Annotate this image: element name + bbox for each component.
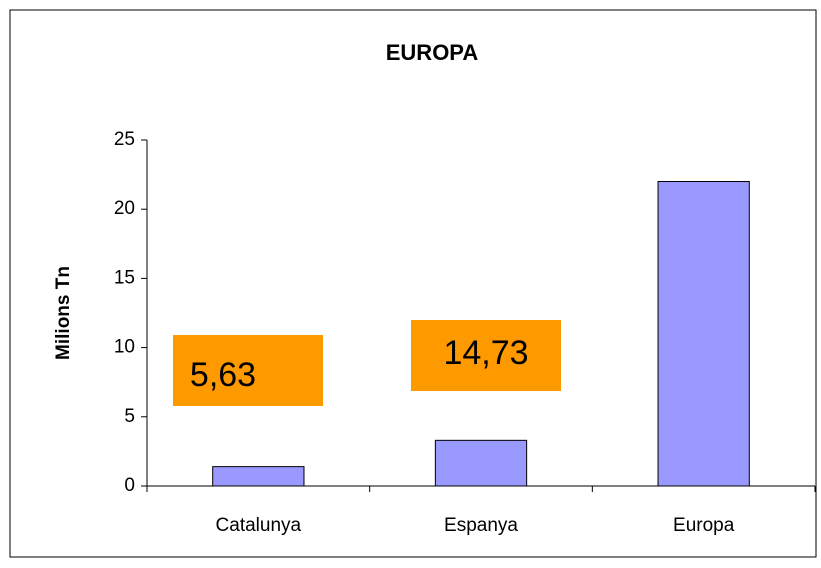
annotation: 14,73 — [443, 334, 528, 372]
y-tick-label: 25 — [114, 129, 135, 150]
y-tick-label: 0 — [124, 475, 135, 496]
x-tick-label: Espanya — [444, 515, 518, 536]
x-tick-label: Catalunya — [216, 515, 302, 536]
y-axis-label: Milions Tn — [53, 266, 74, 360]
annotation-box — [173, 335, 323, 406]
y-tick-label: 20 — [114, 198, 135, 219]
chart-title: EUROPA — [386, 40, 479, 65]
y-tick-label: 15 — [114, 267, 135, 288]
annotation: 5,63 — [190, 356, 256, 394]
bar — [657, 181, 750, 487]
y-tick-label: 5 — [124, 406, 135, 427]
annotation-box — [411, 320, 561, 391]
x-tick-label: Europa — [673, 515, 735, 536]
bar — [434, 439, 528, 487]
bar — [212, 466, 305, 487]
y-tick-label: 10 — [114, 337, 135, 358]
